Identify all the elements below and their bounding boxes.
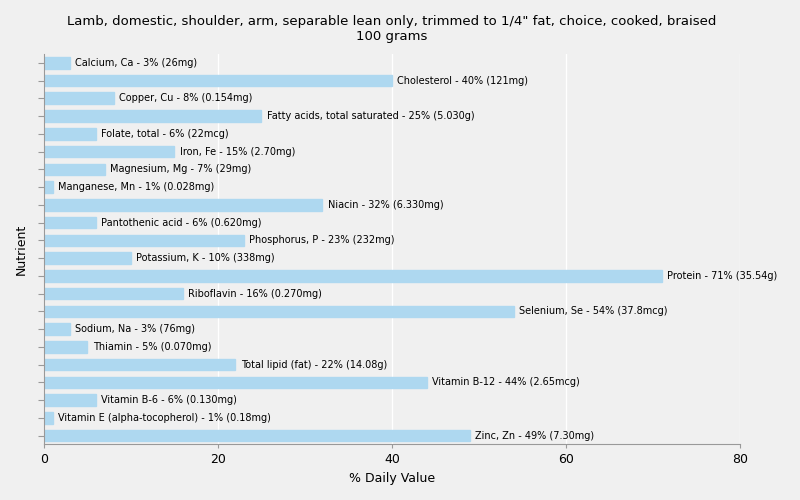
Text: Fatty acids, total saturated - 25% (5.030g): Fatty acids, total saturated - 25% (5.03…	[266, 111, 474, 121]
X-axis label: % Daily Value: % Daily Value	[349, 472, 435, 485]
Text: Total lipid (fat) - 22% (14.08g): Total lipid (fat) - 22% (14.08g)	[241, 360, 387, 370]
Text: Protein - 71% (35.54g): Protein - 71% (35.54g)	[666, 271, 777, 281]
Bar	[44, 324, 70, 335]
Bar	[44, 217, 96, 228]
Bar	[44, 199, 322, 210]
Bar	[44, 341, 87, 352]
Bar	[44, 306, 514, 317]
Text: Thiamin - 5% (0.070mg): Thiamin - 5% (0.070mg)	[93, 342, 211, 352]
Text: Phosphorus, P - 23% (232mg): Phosphorus, P - 23% (232mg)	[250, 236, 394, 246]
Text: Calcium, Ca - 3% (26mg): Calcium, Ca - 3% (26mg)	[75, 58, 198, 68]
Bar	[44, 92, 114, 104]
Bar	[44, 252, 131, 264]
Text: Pantothenic acid - 6% (0.620mg): Pantothenic acid - 6% (0.620mg)	[102, 218, 262, 228]
Text: Niacin - 32% (6.330mg): Niacin - 32% (6.330mg)	[327, 200, 443, 210]
Y-axis label: Nutrient: Nutrient	[15, 224, 28, 275]
Text: Manganese, Mn - 1% (0.028mg): Manganese, Mn - 1% (0.028mg)	[58, 182, 214, 192]
Bar	[44, 128, 96, 140]
Bar	[44, 376, 426, 388]
Bar	[44, 394, 96, 406]
Text: Sodium, Na - 3% (76mg): Sodium, Na - 3% (76mg)	[75, 324, 195, 334]
Title: Lamb, domestic, shoulder, arm, separable lean only, trimmed to 1/4" fat, choice,: Lamb, domestic, shoulder, arm, separable…	[67, 15, 717, 43]
Bar	[44, 234, 244, 246]
Text: Cholesterol - 40% (121mg): Cholesterol - 40% (121mg)	[397, 76, 528, 86]
Text: Vitamin B-6 - 6% (0.130mg): Vitamin B-6 - 6% (0.130mg)	[102, 395, 238, 405]
Text: Magnesium, Mg - 7% (29mg): Magnesium, Mg - 7% (29mg)	[110, 164, 251, 174]
Text: Selenium, Se - 54% (37.8mcg): Selenium, Se - 54% (37.8mcg)	[519, 306, 667, 316]
Bar	[44, 359, 235, 370]
Text: Vitamin B-12 - 44% (2.65mcg): Vitamin B-12 - 44% (2.65mcg)	[432, 378, 580, 388]
Bar	[44, 288, 183, 300]
Bar	[44, 430, 470, 442]
Text: Riboflavin - 16% (0.270mg): Riboflavin - 16% (0.270mg)	[188, 288, 322, 298]
Bar	[44, 110, 262, 122]
Bar	[44, 57, 70, 68]
Bar	[44, 412, 53, 424]
Bar	[44, 74, 392, 86]
Text: Potassium, K - 10% (338mg): Potassium, K - 10% (338mg)	[136, 253, 275, 263]
Text: Zinc, Zn - 49% (7.30mg): Zinc, Zn - 49% (7.30mg)	[475, 430, 594, 440]
Text: Copper, Cu - 8% (0.154mg): Copper, Cu - 8% (0.154mg)	[118, 94, 252, 104]
Bar	[44, 146, 174, 158]
Bar	[44, 270, 662, 281]
Text: Iron, Fe - 15% (2.70mg): Iron, Fe - 15% (2.70mg)	[180, 146, 295, 156]
Bar	[44, 182, 53, 193]
Text: Vitamin E (alpha-tocopherol) - 1% (0.18mg): Vitamin E (alpha-tocopherol) - 1% (0.18m…	[58, 413, 270, 423]
Text: Folate, total - 6% (22mcg): Folate, total - 6% (22mcg)	[102, 129, 229, 139]
Bar	[44, 164, 105, 175]
